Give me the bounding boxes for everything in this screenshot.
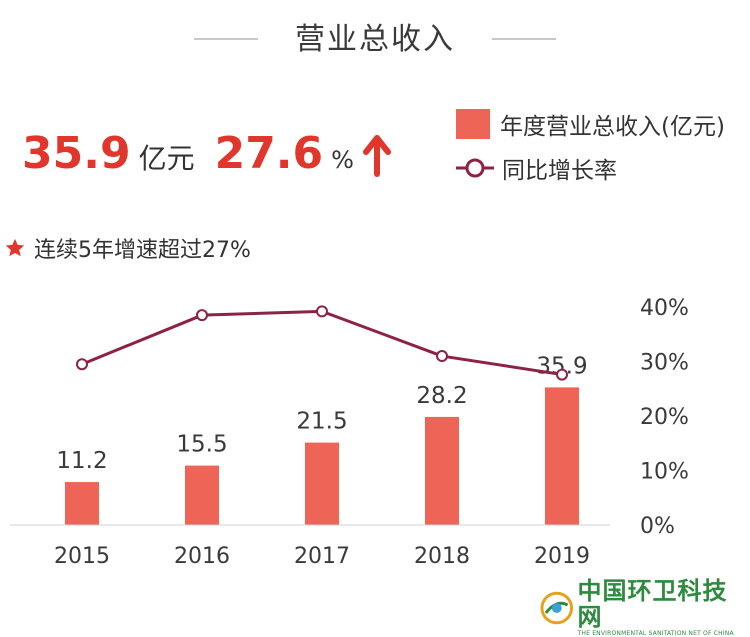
y-right-tick-1: 10%	[640, 460, 689, 485]
watermark: 中国环卫科技网 THE ENVIRONMENTAL SANITATION NET…	[540, 578, 750, 637]
legend: 年度营业总收入(亿元) 同比增长率	[456, 104, 725, 192]
growth-value: 27.6	[214, 128, 324, 179]
title-right-rule	[492, 38, 556, 40]
legend-bar-swatch	[456, 109, 490, 139]
arrow-up-icon	[362, 135, 391, 177]
data-label-2017: 21.5	[296, 409, 347, 435]
x-tick-2018: 2018	[414, 544, 470, 569]
legend-line-swatch	[456, 158, 494, 178]
watermark-main: 中国环卫科技网	[577, 577, 728, 631]
bar-2017	[305, 442, 339, 525]
y-right-tick-4: 40%	[640, 296, 689, 321]
legend-bar-label: 年度营业总收入(亿元)	[500, 114, 725, 140]
watermark-text: 中国环卫科技网 THE ENVIRONMENTAL SANITATION NET…	[578, 578, 750, 637]
data-label-2016: 15.5	[176, 432, 227, 458]
growth-note: 连续5年增速超过27%	[4, 232, 251, 264]
growth-point-2015	[76, 358, 88, 371]
y-right-tick-0: 0%	[640, 514, 675, 539]
x-tick-2016: 2016	[174, 544, 230, 569]
globe-logo-icon	[540, 591, 574, 624]
growth-unit: %	[331, 146, 354, 174]
revenue-unit: 亿元	[138, 142, 195, 175]
title-area: 营业总收入	[0, 8, 750, 58]
legend-line-label: 同比增长率	[502, 158, 617, 184]
x-tick-2017: 2017	[294, 544, 350, 569]
bar-2015	[65, 482, 99, 525]
data-label-2015: 11.2	[56, 448, 107, 474]
growth-note-text: 连续5年增速超过27%	[34, 238, 251, 263]
x-tick-2019: 2019	[534, 544, 590, 569]
bar-2019	[545, 387, 579, 525]
legend-item-line: 同比增长率	[456, 148, 725, 188]
bar-2016	[185, 465, 219, 525]
chart-title: 营业总收入	[295, 22, 455, 57]
bar-2018	[425, 416, 459, 525]
growth-point-2017	[316, 305, 328, 318]
growth-point-2019	[556, 368, 568, 381]
data-label-2018: 28.2	[416, 383, 467, 409]
title-left-rule	[194, 38, 258, 40]
growth-rate-line	[81, 309, 563, 377]
growth-point-2018	[436, 350, 448, 363]
watermark-sub: THE ENVIRONMENTAL SANITATION NET OF CHIN…	[577, 630, 734, 637]
growth-point-2016	[196, 309, 208, 322]
x-tick-2015: 2015	[54, 544, 110, 569]
revenue-value: 35.9	[22, 128, 131, 179]
y-right-tick-3: 30%	[640, 351, 689, 376]
y-right-tick-2: 20%	[640, 405, 689, 430]
legend-item-bar: 年度营业总收入(亿元)	[456, 104, 725, 144]
star-icon	[5, 238, 25, 257]
kpi-summary: 35.9 亿元 27.6 %	[22, 128, 392, 184]
